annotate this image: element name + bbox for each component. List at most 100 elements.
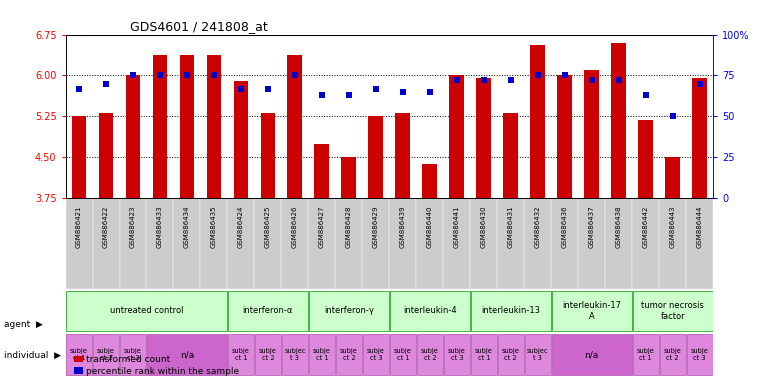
Text: subje
ct 3: subje ct 3 <box>124 348 142 361</box>
Text: subje
ct 2: subje ct 2 <box>664 348 682 361</box>
Point <box>288 73 301 79</box>
Text: individual  ▶: individual ▶ <box>4 351 61 360</box>
Text: GSM886442: GSM886442 <box>643 205 648 248</box>
Text: subje
ct 3: subje ct 3 <box>448 348 466 361</box>
Point <box>666 113 679 119</box>
FancyBboxPatch shape <box>686 198 713 289</box>
Bar <box>449 76 464 198</box>
FancyBboxPatch shape <box>444 334 470 374</box>
Text: GSM886432: GSM886432 <box>535 205 540 248</box>
Point <box>370 86 382 92</box>
Point <box>558 73 571 79</box>
Point <box>261 86 274 92</box>
Legend: transformed count, percentile rank within the sample: transformed count, percentile rank withi… <box>70 352 243 379</box>
FancyBboxPatch shape <box>470 198 497 289</box>
Text: GSM886439: GSM886439 <box>400 205 406 248</box>
FancyBboxPatch shape <box>120 198 146 289</box>
Text: tumor necrosis
factor: tumor necrosis factor <box>641 301 704 321</box>
Bar <box>584 70 599 198</box>
FancyBboxPatch shape <box>227 198 254 289</box>
FancyBboxPatch shape <box>147 334 227 374</box>
Bar <box>557 76 572 198</box>
FancyBboxPatch shape <box>605 198 632 289</box>
Text: GSM886422: GSM886422 <box>103 205 109 248</box>
Point <box>694 81 706 87</box>
Point <box>73 86 86 92</box>
Text: interferon-α: interferon-α <box>243 306 293 315</box>
Text: subje
ct 1: subje ct 1 <box>637 348 655 361</box>
Bar <box>638 120 653 198</box>
FancyBboxPatch shape <box>281 198 308 289</box>
FancyBboxPatch shape <box>633 334 658 374</box>
Text: GSM886428: GSM886428 <box>346 205 352 248</box>
Bar <box>369 116 383 198</box>
FancyBboxPatch shape <box>228 334 254 374</box>
Point <box>208 73 221 79</box>
Text: GSM886423: GSM886423 <box>130 205 136 248</box>
Text: GSM886426: GSM886426 <box>292 205 298 248</box>
FancyBboxPatch shape <box>390 334 416 374</box>
FancyBboxPatch shape <box>417 334 443 374</box>
FancyBboxPatch shape <box>173 198 200 289</box>
Text: subje
ct 1: subje ct 1 <box>475 348 493 361</box>
Bar <box>288 55 302 198</box>
Text: GSM886436: GSM886436 <box>562 205 567 248</box>
Point <box>235 86 247 92</box>
Text: GSM886444: GSM886444 <box>697 205 702 248</box>
Text: n/a: n/a <box>180 350 194 359</box>
FancyBboxPatch shape <box>120 334 146 374</box>
Bar <box>99 113 113 198</box>
Point <box>640 92 652 98</box>
Text: interleukin-4: interleukin-4 <box>403 306 456 315</box>
FancyBboxPatch shape <box>362 198 389 289</box>
Point <box>343 92 355 98</box>
FancyBboxPatch shape <box>282 334 308 374</box>
FancyBboxPatch shape <box>443 198 470 289</box>
Bar <box>476 78 491 198</box>
Bar <box>692 78 707 198</box>
Point <box>100 81 113 87</box>
FancyBboxPatch shape <box>390 291 470 331</box>
FancyBboxPatch shape <box>578 198 605 289</box>
Text: GSM886425: GSM886425 <box>265 205 271 248</box>
Text: GSM886421: GSM886421 <box>76 205 82 248</box>
Text: untreated control: untreated control <box>109 306 183 315</box>
FancyBboxPatch shape <box>66 291 227 331</box>
Text: GSM886437: GSM886437 <box>589 205 594 248</box>
FancyBboxPatch shape <box>498 334 524 374</box>
Bar <box>611 43 626 198</box>
Text: subje
ct 1: subje ct 1 <box>232 348 250 361</box>
FancyBboxPatch shape <box>632 198 659 289</box>
Bar <box>503 113 518 198</box>
FancyBboxPatch shape <box>93 198 120 289</box>
Bar <box>665 157 680 198</box>
Point <box>450 77 463 83</box>
Point <box>316 92 328 98</box>
Text: GDS4601 / 241808_at: GDS4601 / 241808_at <box>130 20 268 33</box>
Text: subje
ct 2: subje ct 2 <box>259 348 277 361</box>
FancyBboxPatch shape <box>66 334 92 374</box>
Text: GSM886440: GSM886440 <box>427 205 433 248</box>
FancyBboxPatch shape <box>497 198 524 289</box>
FancyBboxPatch shape <box>389 198 416 289</box>
Text: GSM886424: GSM886424 <box>238 205 244 248</box>
Bar <box>261 113 275 198</box>
Bar <box>234 81 248 198</box>
Bar <box>180 55 194 198</box>
Point <box>478 77 490 83</box>
Text: subje
ct 2: subje ct 2 <box>502 348 520 361</box>
FancyBboxPatch shape <box>659 198 686 289</box>
Text: GSM886429: GSM886429 <box>373 205 379 248</box>
FancyBboxPatch shape <box>687 334 712 374</box>
FancyBboxPatch shape <box>335 198 362 289</box>
Text: agent  ▶: agent ▶ <box>4 320 42 329</box>
Bar <box>207 55 221 198</box>
FancyBboxPatch shape <box>525 334 550 374</box>
FancyBboxPatch shape <box>551 198 578 289</box>
Text: subje
ct 1: subje ct 1 <box>70 348 88 361</box>
Bar <box>315 144 329 198</box>
Text: subjec
t 3: subjec t 3 <box>284 348 305 361</box>
Point <box>424 89 436 95</box>
FancyBboxPatch shape <box>254 198 281 289</box>
Bar <box>153 55 167 198</box>
